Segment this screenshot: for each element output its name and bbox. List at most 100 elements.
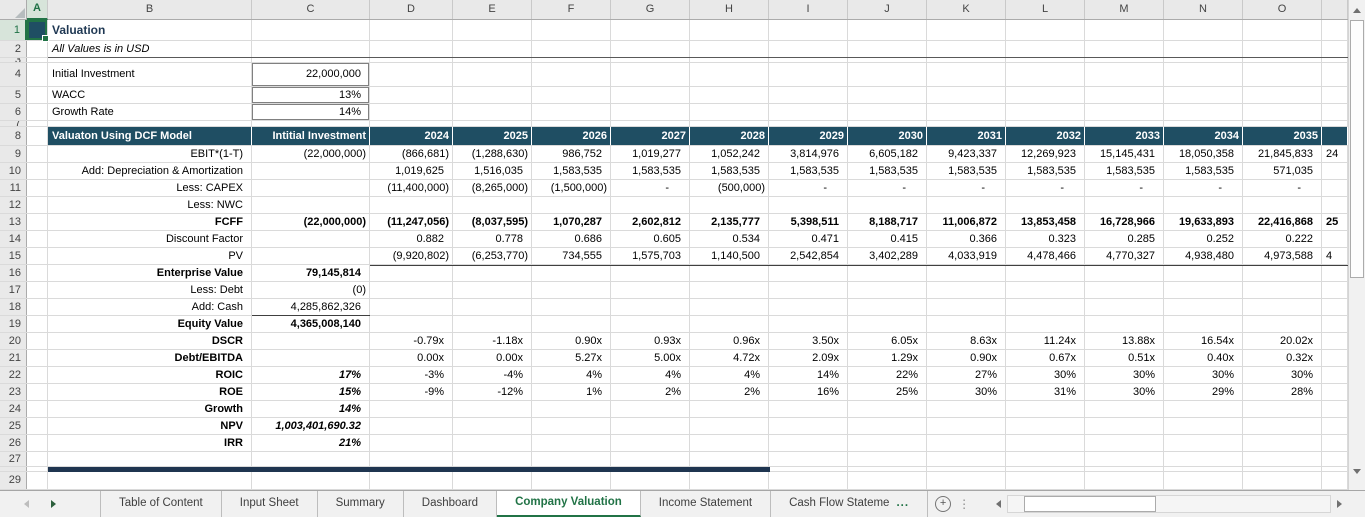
column-header-F[interactable]: F: [532, 0, 611, 19]
cell-I1[interactable]: [769, 20, 848, 40]
cell-E9[interactable]: (1,288,630): [453, 146, 532, 162]
column-header-E[interactable]: E: [453, 0, 532, 19]
cell-E19[interactable]: [453, 316, 532, 332]
horizontal-scrollbar-thumb[interactable]: [1024, 496, 1156, 512]
cell-A18[interactable]: [27, 299, 48, 315]
cell-P14[interactable]: [1322, 231, 1348, 247]
cell-G26[interactable]: [611, 435, 690, 451]
cell-J24[interactable]: [848, 401, 927, 417]
column-header-C[interactable]: C: [252, 0, 370, 19]
cell-M4[interactable]: [1085, 63, 1164, 86]
cell-L12[interactable]: [1006, 197, 1085, 213]
cell-J15[interactable]: 3,402,289: [848, 248, 927, 264]
cell-F28[interactable]: [532, 467, 611, 471]
cell-P25[interactable]: [1322, 418, 1348, 434]
cell-G20[interactable]: 0.93x: [611, 333, 690, 349]
cell-K5[interactable]: [927, 87, 1006, 103]
cell-G11[interactable]: -: [611, 180, 690, 196]
cell-O29[interactable]: [1243, 472, 1322, 489]
row-header-11[interactable]: 11: [0, 180, 27, 196]
cell-K16[interactable]: [927, 265, 1006, 281]
cell-H23[interactable]: 2%: [690, 384, 769, 400]
cell-O10[interactable]: 571,035: [1243, 163, 1322, 179]
cell-D28[interactable]: [370, 467, 453, 471]
cell-I12[interactable]: [769, 197, 848, 213]
cell-E11[interactable]: (8,265,000): [453, 180, 532, 196]
cell-A4[interactable]: [27, 63, 48, 86]
cell-J2[interactable]: [848, 41, 927, 57]
cell-L22[interactable]: 30%: [1006, 367, 1085, 383]
cell-H4[interactable]: [690, 63, 769, 86]
cell-B1[interactable]: Valuation: [48, 20, 252, 40]
cell-M17[interactable]: [1085, 282, 1164, 298]
cell-O4[interactable]: [1243, 63, 1322, 86]
cell-H14[interactable]: 0.534: [690, 231, 769, 247]
cell-D19[interactable]: [370, 316, 453, 332]
cell-N12[interactable]: [1164, 197, 1243, 213]
cell-I24[interactable]: [769, 401, 848, 417]
cell-I6[interactable]: [769, 104, 848, 120]
cell-J19[interactable]: [848, 316, 927, 332]
cell-G6[interactable]: [611, 104, 690, 120]
cell-L17[interactable]: [1006, 282, 1085, 298]
row-header-9[interactable]: 9: [0, 146, 27, 162]
cell-B18[interactable]: Add: Cash: [48, 299, 252, 315]
cell-F27[interactable]: [532, 452, 611, 466]
cell-L28[interactable]: [1006, 467, 1085, 471]
cell-L9[interactable]: 12,269,923: [1006, 146, 1085, 162]
cell-K22[interactable]: 27%: [927, 367, 1006, 383]
cell-N17[interactable]: [1164, 282, 1243, 298]
cell-K17[interactable]: [927, 282, 1006, 298]
cell-C15[interactable]: [252, 248, 370, 264]
cell-B8[interactable]: Valuaton Using DCF Model: [48, 127, 252, 145]
cell-P29[interactable]: [1322, 472, 1348, 489]
cell-P12[interactable]: [1322, 197, 1348, 213]
cell-A24[interactable]: [27, 401, 48, 417]
cell-E22[interactable]: -4%: [453, 367, 532, 383]
cell-L8[interactable]: 2032: [1006, 127, 1085, 145]
cell-M18[interactable]: [1085, 299, 1164, 315]
cell-C7[interactable]: [252, 121, 370, 126]
row-header-6[interactable]: 6: [0, 104, 27, 120]
cell-D6[interactable]: [370, 104, 453, 120]
cell-L21[interactable]: 0.67x: [1006, 350, 1085, 366]
cell-E27[interactable]: [453, 452, 532, 466]
cell-G8[interactable]: 2027: [611, 127, 690, 145]
cell-B24[interactable]: Growth: [48, 401, 252, 417]
cell-G21[interactable]: 5.00x: [611, 350, 690, 366]
cell-C16[interactable]: 79,145,814: [252, 265, 370, 281]
cell-G13[interactable]: 2,602,812: [611, 214, 690, 230]
cell-B27[interactable]: [48, 452, 252, 466]
cell-J7[interactable]: [848, 121, 927, 126]
cell-H6[interactable]: [690, 104, 769, 120]
row-header-2[interactable]: 2: [0, 41, 27, 57]
cell-A26[interactable]: [27, 435, 48, 451]
cell-D5[interactable]: [370, 87, 453, 103]
cell-M15[interactable]: 4,770,327: [1085, 248, 1164, 264]
cell-E26[interactable]: [453, 435, 532, 451]
cell-O9[interactable]: 21,845,833: [1243, 146, 1322, 162]
cell-A2[interactable]: [27, 41, 48, 57]
cell-C12[interactable]: [252, 197, 370, 213]
cell-F18[interactable]: [532, 299, 611, 315]
cell-J14[interactable]: 0.415: [848, 231, 927, 247]
cell-P8[interactable]: [1322, 127, 1348, 145]
cell-E2[interactable]: [453, 41, 532, 57]
cell-K21[interactable]: 0.90x: [927, 350, 1006, 366]
cell-A12[interactable]: [27, 197, 48, 213]
column-header-L[interactable]: L: [1006, 0, 1085, 19]
cell-J23[interactable]: 25%: [848, 384, 927, 400]
cell-H25[interactable]: [690, 418, 769, 434]
cell-O21[interactable]: 0.32x: [1243, 350, 1322, 366]
cell-D2[interactable]: [370, 41, 453, 57]
cell-P28[interactable]: [1322, 467, 1348, 471]
column-header-G[interactable]: G: [611, 0, 690, 19]
cell-A1[interactable]: [27, 20, 49, 42]
cell-B4[interactable]: Initial Investment: [48, 63, 252, 86]
cell-C4[interactable]: 22,000,000: [252, 63, 370, 86]
cell-K13[interactable]: 11,006,872: [927, 214, 1006, 230]
cell-E21[interactable]: 0.00x: [453, 350, 532, 366]
cell-A9[interactable]: [27, 146, 48, 162]
column-header-O[interactable]: O: [1243, 0, 1322, 19]
cell-N4[interactable]: [1164, 63, 1243, 86]
